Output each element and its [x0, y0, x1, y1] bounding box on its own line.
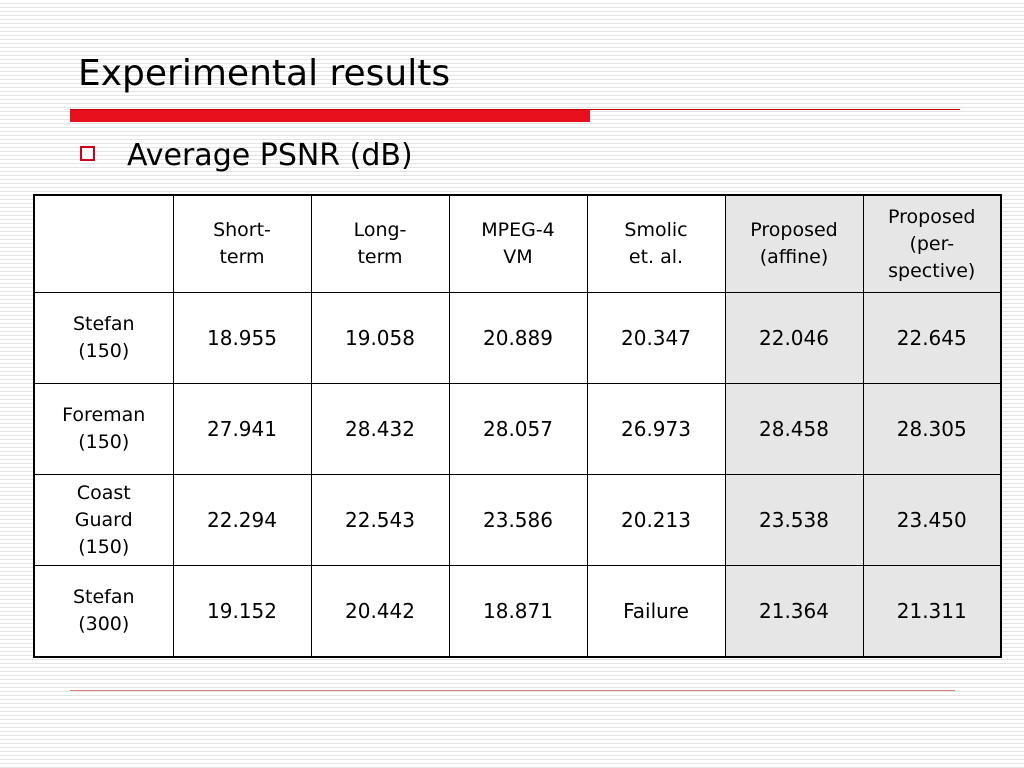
row-label: Stefan (150): [33, 292, 174, 384]
footer-divider: [70, 690, 955, 691]
row-label: Coast Guard (150): [33, 474, 174, 566]
header-proposed-affine: Proposed (affine): [724, 194, 864, 293]
table-cell: 28.305: [862, 383, 1002, 475]
table-cell: 19.152: [172, 565, 312, 658]
table-cell: 20.442: [310, 565, 450, 658]
table-cell: 18.955: [172, 292, 312, 384]
header-long-term: Long-term: [310, 194, 450, 293]
table-cell: 21.311: [862, 565, 1002, 658]
table-cell: 20.213: [586, 474, 726, 566]
title-accent-bar: [70, 110, 590, 122]
table-cell: 28.458: [724, 383, 864, 475]
psnr-table: Short-term Long-term MPEG-4 VM Smolic et. …: [33, 194, 1002, 658]
square-bullet-icon: [80, 146, 95, 161]
header-smolic: Smolic et. al.: [586, 194, 726, 293]
table-cell: 19.058: [310, 292, 450, 384]
table-cell: 22.543: [310, 474, 450, 566]
table-cell: 22.294: [172, 474, 312, 566]
table-cell: 20.347: [586, 292, 726, 384]
table-cell: 23.538: [724, 474, 864, 566]
table-row: Stefan (150) 18.955 19.058 20.889 20.347 …: [33, 292, 1002, 384]
header-mpeg4-vm: MPEG-4 VM: [448, 194, 588, 293]
header-proposed-perspective: Proposed (per-spective): [862, 194, 1002, 293]
header-empty-cell: [33, 194, 174, 293]
table-cell: 18.871: [448, 565, 588, 658]
table-cell: 20.889: [448, 292, 588, 384]
table-cell: 21.364: [724, 565, 864, 658]
table-header-row: Short-term Long-term MPEG-4 VM Smolic et. …: [33, 194, 1002, 293]
slide-title: Experimental results: [78, 53, 451, 94]
table-cell: 28.432: [310, 383, 450, 475]
table-cell: 27.941: [172, 383, 312, 475]
table-row: Foreman (150) 27.941 28.432 28.057 26.973…: [33, 383, 1002, 475]
bullet-text: Average PSNR (dB): [127, 138, 413, 173]
table-cell: 22.046: [724, 292, 864, 384]
header-short-term: Short-term: [172, 194, 312, 293]
row-label: Stefan (300): [33, 565, 174, 658]
table-cell: 28.057: [448, 383, 588, 475]
table-cell: 23.450: [862, 474, 1002, 566]
title-underline: [70, 109, 960, 110]
table-row: Coast Guard (150) 22.294 22.543 23.586 20.…: [33, 474, 1002, 566]
table-cell: 23.586: [448, 474, 588, 566]
row-label: Foreman (150): [33, 383, 174, 475]
table-cell: 22.645: [862, 292, 1002, 384]
table-cell: Failure: [586, 565, 726, 658]
table-row: Stefan (300) 19.152 20.442 18.871 Failure…: [33, 565, 1002, 658]
table-cell: 26.973: [586, 383, 726, 475]
